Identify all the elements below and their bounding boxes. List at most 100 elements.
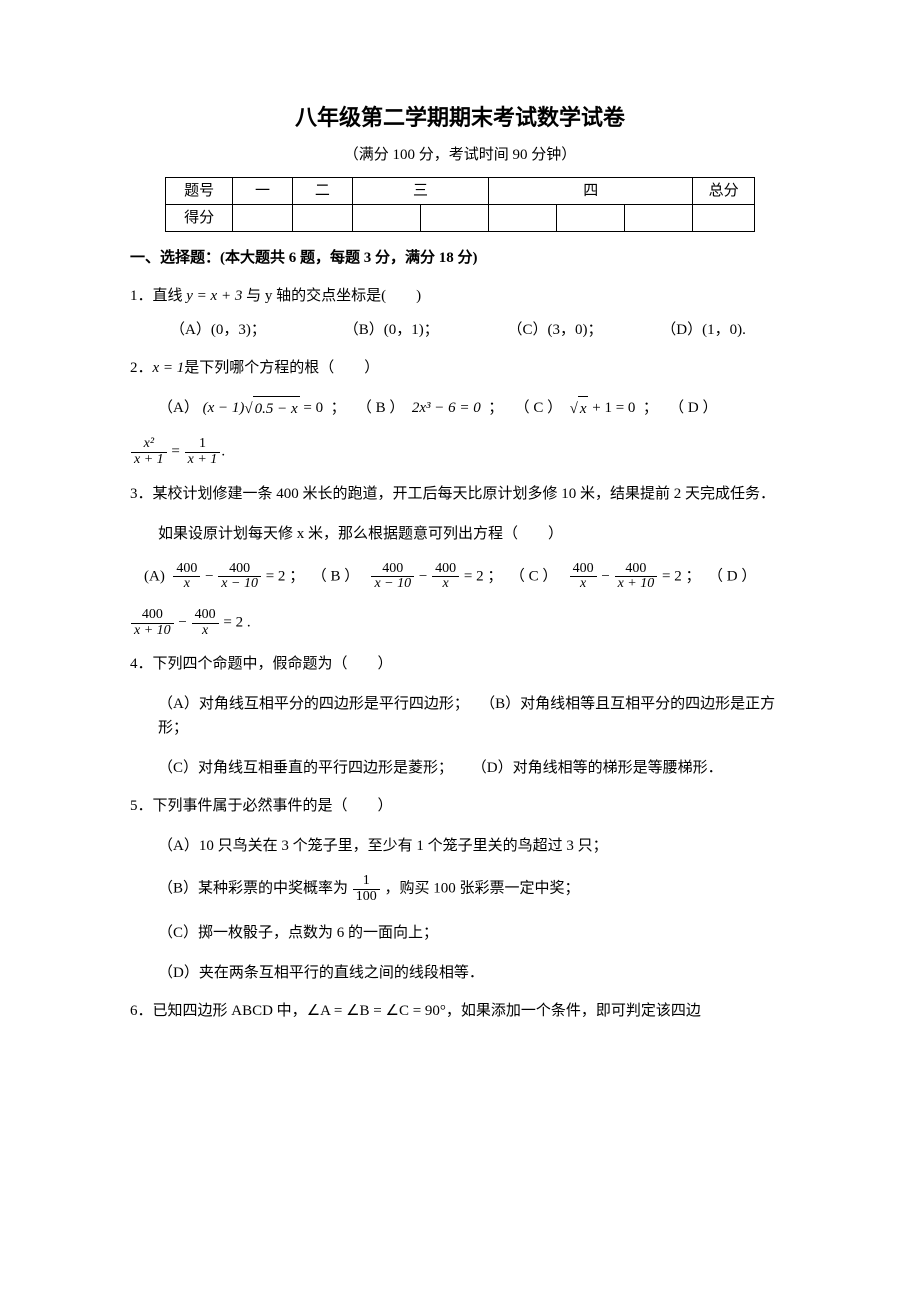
subtitle: （满分 100 分，考试时间 90 分钟） bbox=[130, 143, 790, 167]
q6-stem-pre: 6．已知四边形 ABCD 中， bbox=[130, 1003, 307, 1019]
q5-stem: 5．下列事件属于必然事件的是（ ） bbox=[130, 794, 790, 818]
semi: ； bbox=[682, 568, 701, 584]
den: x − 10 bbox=[218, 577, 261, 592]
th-1: 一 bbox=[233, 178, 293, 205]
frac: 400x + 10 bbox=[615, 562, 658, 592]
q3-opt-b: （ B ） bbox=[312, 568, 360, 584]
q2-d-lden: x + 1 bbox=[131, 453, 167, 468]
q3-line2: 如果设原计划每天修 x 米，那么根据题意可列出方程（ ） bbox=[130, 522, 790, 546]
q2-opt-a-pre: （A） bbox=[158, 400, 199, 416]
question-3: 3．某校计划修建一条 400 米长的跑道，开工后每天比原计划多修 10 米，结果… bbox=[130, 482, 790, 639]
q6-stem-post: ，如果添加一个条件，即可判定该四边 bbox=[446, 1003, 701, 1019]
q2-eq: x = 1 bbox=[153, 360, 185, 376]
q2-opt-c-pre: （ C ） bbox=[515, 400, 563, 416]
q3-opt-d: （ D ） bbox=[708, 568, 756, 584]
eq2: = 2 bbox=[662, 568, 682, 584]
q2-d-eq: = bbox=[171, 444, 183, 460]
num: 400 bbox=[192, 608, 219, 624]
frac: 400x bbox=[570, 562, 597, 592]
minus: − bbox=[419, 568, 431, 584]
eq2: = 2 bbox=[223, 615, 243, 631]
q4-opt-a: （A）对角线互相平分的四边形是平行四边形； bbox=[158, 696, 469, 712]
q2-stem-post: 是下列哪个方程的根（ ） bbox=[184, 360, 379, 376]
q3-line1: 3．某校计划修建一条 400 米长的跑道，开工后每天比原计划多修 10 米，结果… bbox=[130, 482, 790, 506]
page-title: 八年级第二学期期末考试数学试卷 bbox=[130, 100, 790, 135]
semi: ； bbox=[285, 568, 304, 584]
num: 400 bbox=[570, 562, 597, 578]
sqrt-icon: √0.5 − x bbox=[244, 396, 299, 421]
q1-stem-pre: 1．直线 bbox=[130, 288, 186, 304]
den: 100 bbox=[353, 890, 380, 905]
q1-opt-c: （C）(3，0)； bbox=[508, 318, 658, 342]
q1-opt-a: （A）(0，3)； bbox=[170, 318, 340, 342]
semi: ； bbox=[484, 568, 503, 584]
q5-opt-c: （C）掷一枚骰子，点数为 6 的一面向上； bbox=[130, 921, 790, 945]
q4-stem: 4．下列四个命题中，假命题为（ ） bbox=[130, 652, 790, 676]
cell bbox=[233, 205, 293, 232]
q3-line1-text: 3．某校计划修建一条 400 米长的跑道，开工后每天比原计划多修 10 米，结果… bbox=[130, 486, 775, 502]
q2-d-rnum: 1 bbox=[185, 437, 221, 453]
section-1-heading: 一、选择题：(本大题共 6 题，每题 3 分，满分 18 分) bbox=[130, 246, 790, 270]
q4-opt-c: （C）对角线互相垂直的平行四边形是菱形； bbox=[158, 760, 453, 776]
frac: 1100 bbox=[353, 874, 380, 904]
q2-d-rfrac: 1x + 1 bbox=[185, 437, 221, 467]
frac: 400x bbox=[432, 562, 459, 592]
eq2: = 2 bbox=[266, 568, 286, 584]
num: 400 bbox=[218, 562, 261, 578]
q3-opt-a: (A) bbox=[144, 568, 165, 584]
frac: 400x − 10 bbox=[371, 562, 414, 592]
q1-stem-post: 与 y 轴的交点坐标是( ) bbox=[242, 288, 421, 304]
q2-d-end: . bbox=[221, 444, 225, 460]
den: x bbox=[192, 624, 219, 639]
cell bbox=[420, 205, 488, 232]
th-2: 二 bbox=[292, 178, 352, 205]
den: x + 10 bbox=[615, 577, 658, 592]
cell bbox=[292, 205, 352, 232]
eq2: = 2 bbox=[464, 568, 484, 584]
th-4: 四 bbox=[489, 178, 693, 205]
q2-opt-d-pre: （ D ） bbox=[669, 400, 717, 416]
minus: − bbox=[601, 568, 613, 584]
period: . bbox=[243, 615, 251, 631]
num: 400 bbox=[615, 562, 658, 578]
question-6: 6．已知四边形 ABCD 中，∠A = ∠B = ∠C = 90°，如果添加一个… bbox=[130, 999, 790, 1023]
q3-opt-c: （ C ） bbox=[510, 568, 558, 584]
den: x bbox=[570, 577, 597, 592]
q4-opt-d: （D）对角线相等的梯形是等腰梯形． bbox=[472, 760, 723, 776]
q1-eq: y = x + 3 bbox=[186, 288, 242, 304]
frac: 400x bbox=[173, 562, 200, 592]
cell bbox=[557, 205, 625, 232]
q2-d-rden: x + 1 bbox=[185, 453, 221, 468]
q5-opt-d: （D）夹在两条互相平行的直线之间的线段相等． bbox=[130, 961, 790, 985]
question-1: 1．直线 y = x + 3 与 y 轴的交点坐标是( ) （A）(0，3)； … bbox=[130, 284, 790, 342]
question-2: 2．x = 1是下列哪个方程的根（ ） （A） (x − 1)√0.5 − x … bbox=[130, 356, 790, 467]
q5-opt-a: （A）10 只鸟关在 3 个笼子里，至少有 1 个笼子里关的鸟超过 3 只； bbox=[130, 834, 790, 858]
q2-a-rhs: = 0 bbox=[300, 400, 323, 416]
td-score-label: 得分 bbox=[166, 205, 233, 232]
frac: 400x bbox=[192, 608, 219, 638]
den: x bbox=[173, 577, 200, 592]
score-table: 题号 一 二 三 四 总分 得分 bbox=[165, 177, 755, 232]
cell bbox=[352, 205, 420, 232]
cell bbox=[693, 205, 755, 232]
sqrt-icon: √x bbox=[570, 396, 589, 421]
frac: 400x + 10 bbox=[131, 608, 174, 638]
q2-d-lfrac: x²x + 1 bbox=[131, 437, 167, 467]
q2-a-rad: 0.5 − x bbox=[253, 396, 300, 421]
num: 400 bbox=[432, 562, 459, 578]
q2-a-lhs: (x − 1) bbox=[203, 400, 245, 416]
th-num: 题号 bbox=[166, 178, 233, 205]
num: 400 bbox=[131, 608, 174, 624]
q2-stem-pre: 2． bbox=[130, 360, 153, 376]
th-total: 总分 bbox=[693, 178, 755, 205]
minus: − bbox=[178, 615, 190, 631]
den: x + 10 bbox=[131, 624, 174, 639]
q5-opt-b-post: ，购买 100 张彩票一定中奖； bbox=[385, 881, 580, 897]
cell bbox=[489, 205, 557, 232]
th-3: 三 bbox=[352, 178, 489, 205]
num: 400 bbox=[371, 562, 414, 578]
frac: 400x − 10 bbox=[218, 562, 261, 592]
q6-eq: ∠A = ∠B = ∠C = 90° bbox=[307, 1003, 446, 1019]
q2-opt-b-pre: （ B ） bbox=[357, 400, 405, 416]
q2-d-lnum: x² bbox=[131, 437, 167, 453]
